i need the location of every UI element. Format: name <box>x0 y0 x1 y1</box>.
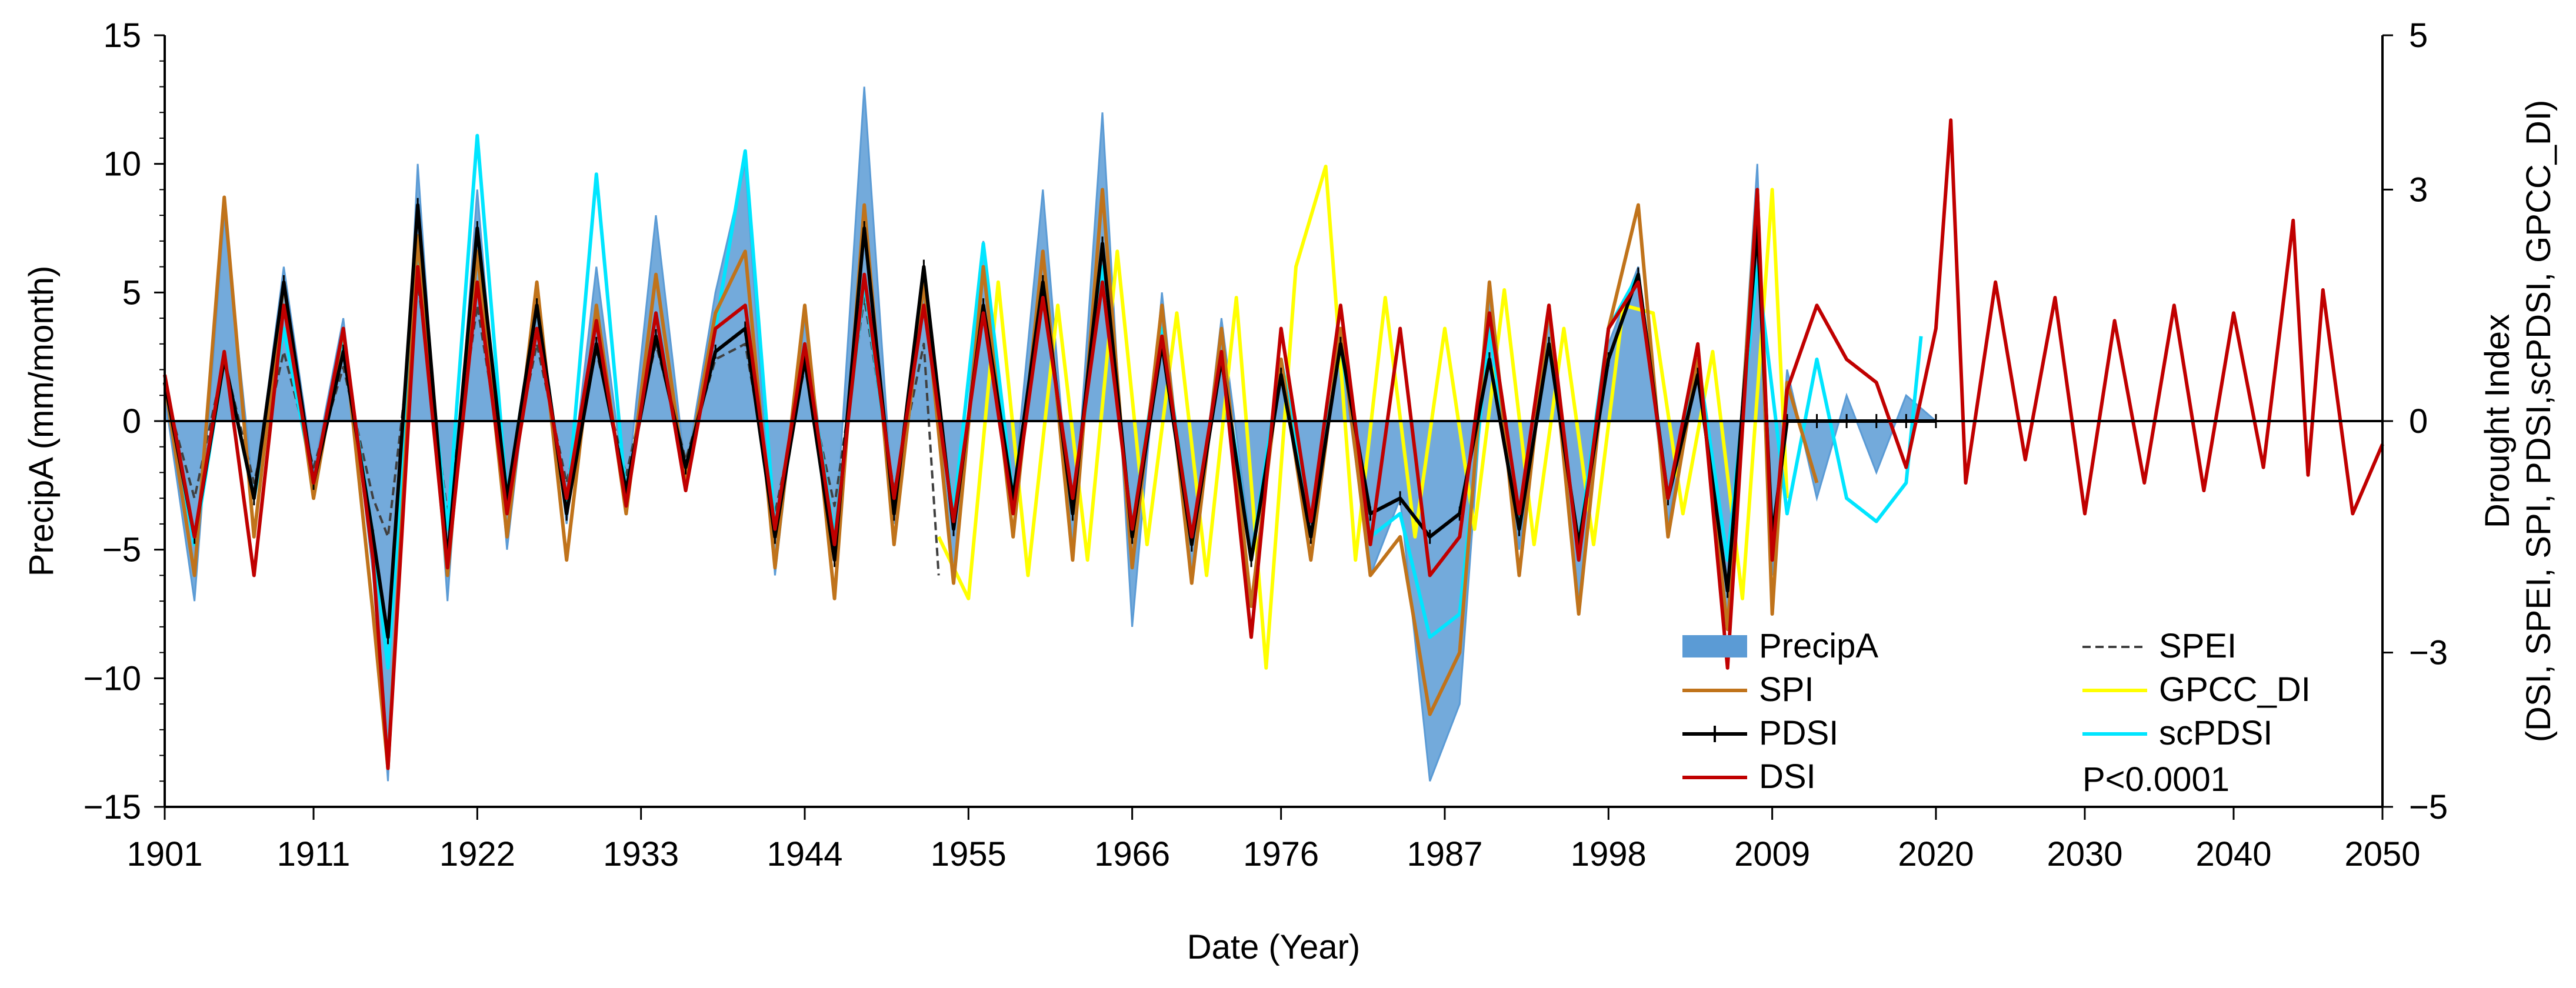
left-tick-label: −5 <box>102 531 141 569</box>
plot-series-group <box>163 86 2384 782</box>
legend-item-scpdsi: scPDSI <box>2082 714 2272 752</box>
legend-label: SPI <box>1759 670 1814 709</box>
left-tick-label: −15 <box>84 788 141 826</box>
left-tick-group: 15 10 5 0 −5 −10 −15 <box>84 16 165 826</box>
x-tick-label: 1901 <box>126 835 202 873</box>
x-tick-label: 1911 <box>277 835 351 873</box>
left-tick-label: −10 <box>84 659 141 697</box>
right-tick-label: −3 <box>2409 634 2448 672</box>
series-gpcc-di <box>937 165 1789 670</box>
dsi-line <box>163 118 2384 770</box>
x-tick-group: 1901 1911 1922 1933 1944 1955 1966 1976 1987 1998… <box>126 807 2421 873</box>
legend-item-spei: SPEI <box>2082 627 2237 665</box>
x-tick-label: 2030 <box>2047 835 2122 873</box>
x-tick-label: 1987 <box>1407 835 1482 873</box>
x-tick-label: 2040 <box>2195 835 2271 873</box>
right-axis-title-line2: (DSI, SPEI, SPI, PDSI,scPDSI, GPCC_DI) <box>2520 100 2558 743</box>
legend-label: DSI <box>1759 757 1816 796</box>
right-tick-label: 0 <box>2409 402 2428 440</box>
right-tick-label: 5 <box>2409 16 2428 55</box>
x-tick-label: 1922 <box>439 835 515 873</box>
series-dsi <box>163 118 2384 770</box>
legend-swatch <box>1682 635 1747 657</box>
legend-label: GPCC_DI <box>2159 670 2311 709</box>
legend-label: scPDSI <box>2159 714 2272 752</box>
right-tick-label: 3 <box>2409 171 2428 209</box>
x-tick-label: 1933 <box>603 835 679 873</box>
legend-item-pdsi: PDSI <box>1682 714 1838 752</box>
left-tick-label: 10 <box>103 145 141 183</box>
x-tick-label: 1966 <box>1094 835 1170 873</box>
left-tick-label: 0 <box>122 402 141 440</box>
right-axis-title-line1: Drought Index <box>2478 314 2517 528</box>
legend-label: PDSI <box>1759 714 1838 752</box>
x-axis-title: Date (Year) <box>1187 928 1360 966</box>
left-tick-label: 15 <box>103 16 141 55</box>
right-tick-label: −5 <box>2409 788 2448 826</box>
x-tick-label: 1944 <box>767 835 842 873</box>
legend-item-spi: SPI <box>1682 670 1814 709</box>
x-tick-label: 2009 <box>1734 835 1810 873</box>
legend-item-gpcc-di: GPCC_DI <box>2082 670 2311 709</box>
legend-label: SPEI <box>2159 627 2237 665</box>
x-tick-label: 1998 <box>1571 835 1647 873</box>
gpcc-di-line <box>937 165 1789 670</box>
legend-item-dsi: DSI <box>1682 757 1816 796</box>
left-axis-title: PrecipA (mm/month) <box>22 266 61 577</box>
x-tick-label: 1976 <box>1243 835 1319 873</box>
legend-item-precipa: PrecipA <box>1682 627 1878 665</box>
significance-annotation: P<0.0001 <box>2082 760 2230 799</box>
x-tick-label: 1955 <box>931 835 1007 873</box>
x-tick-label: 2020 <box>1898 835 1974 873</box>
right-tick-group: 5 3 0 −3 −5 <box>2382 16 2448 826</box>
legend-label: PrecipA <box>1759 627 1878 665</box>
left-tick-label: 5 <box>122 273 141 312</box>
legend: PrecipA SPI PDSI DSI SPEI GPCC_DI scPDSI <box>1682 627 2311 796</box>
x-tick-label: 2050 <box>2344 835 2420 873</box>
